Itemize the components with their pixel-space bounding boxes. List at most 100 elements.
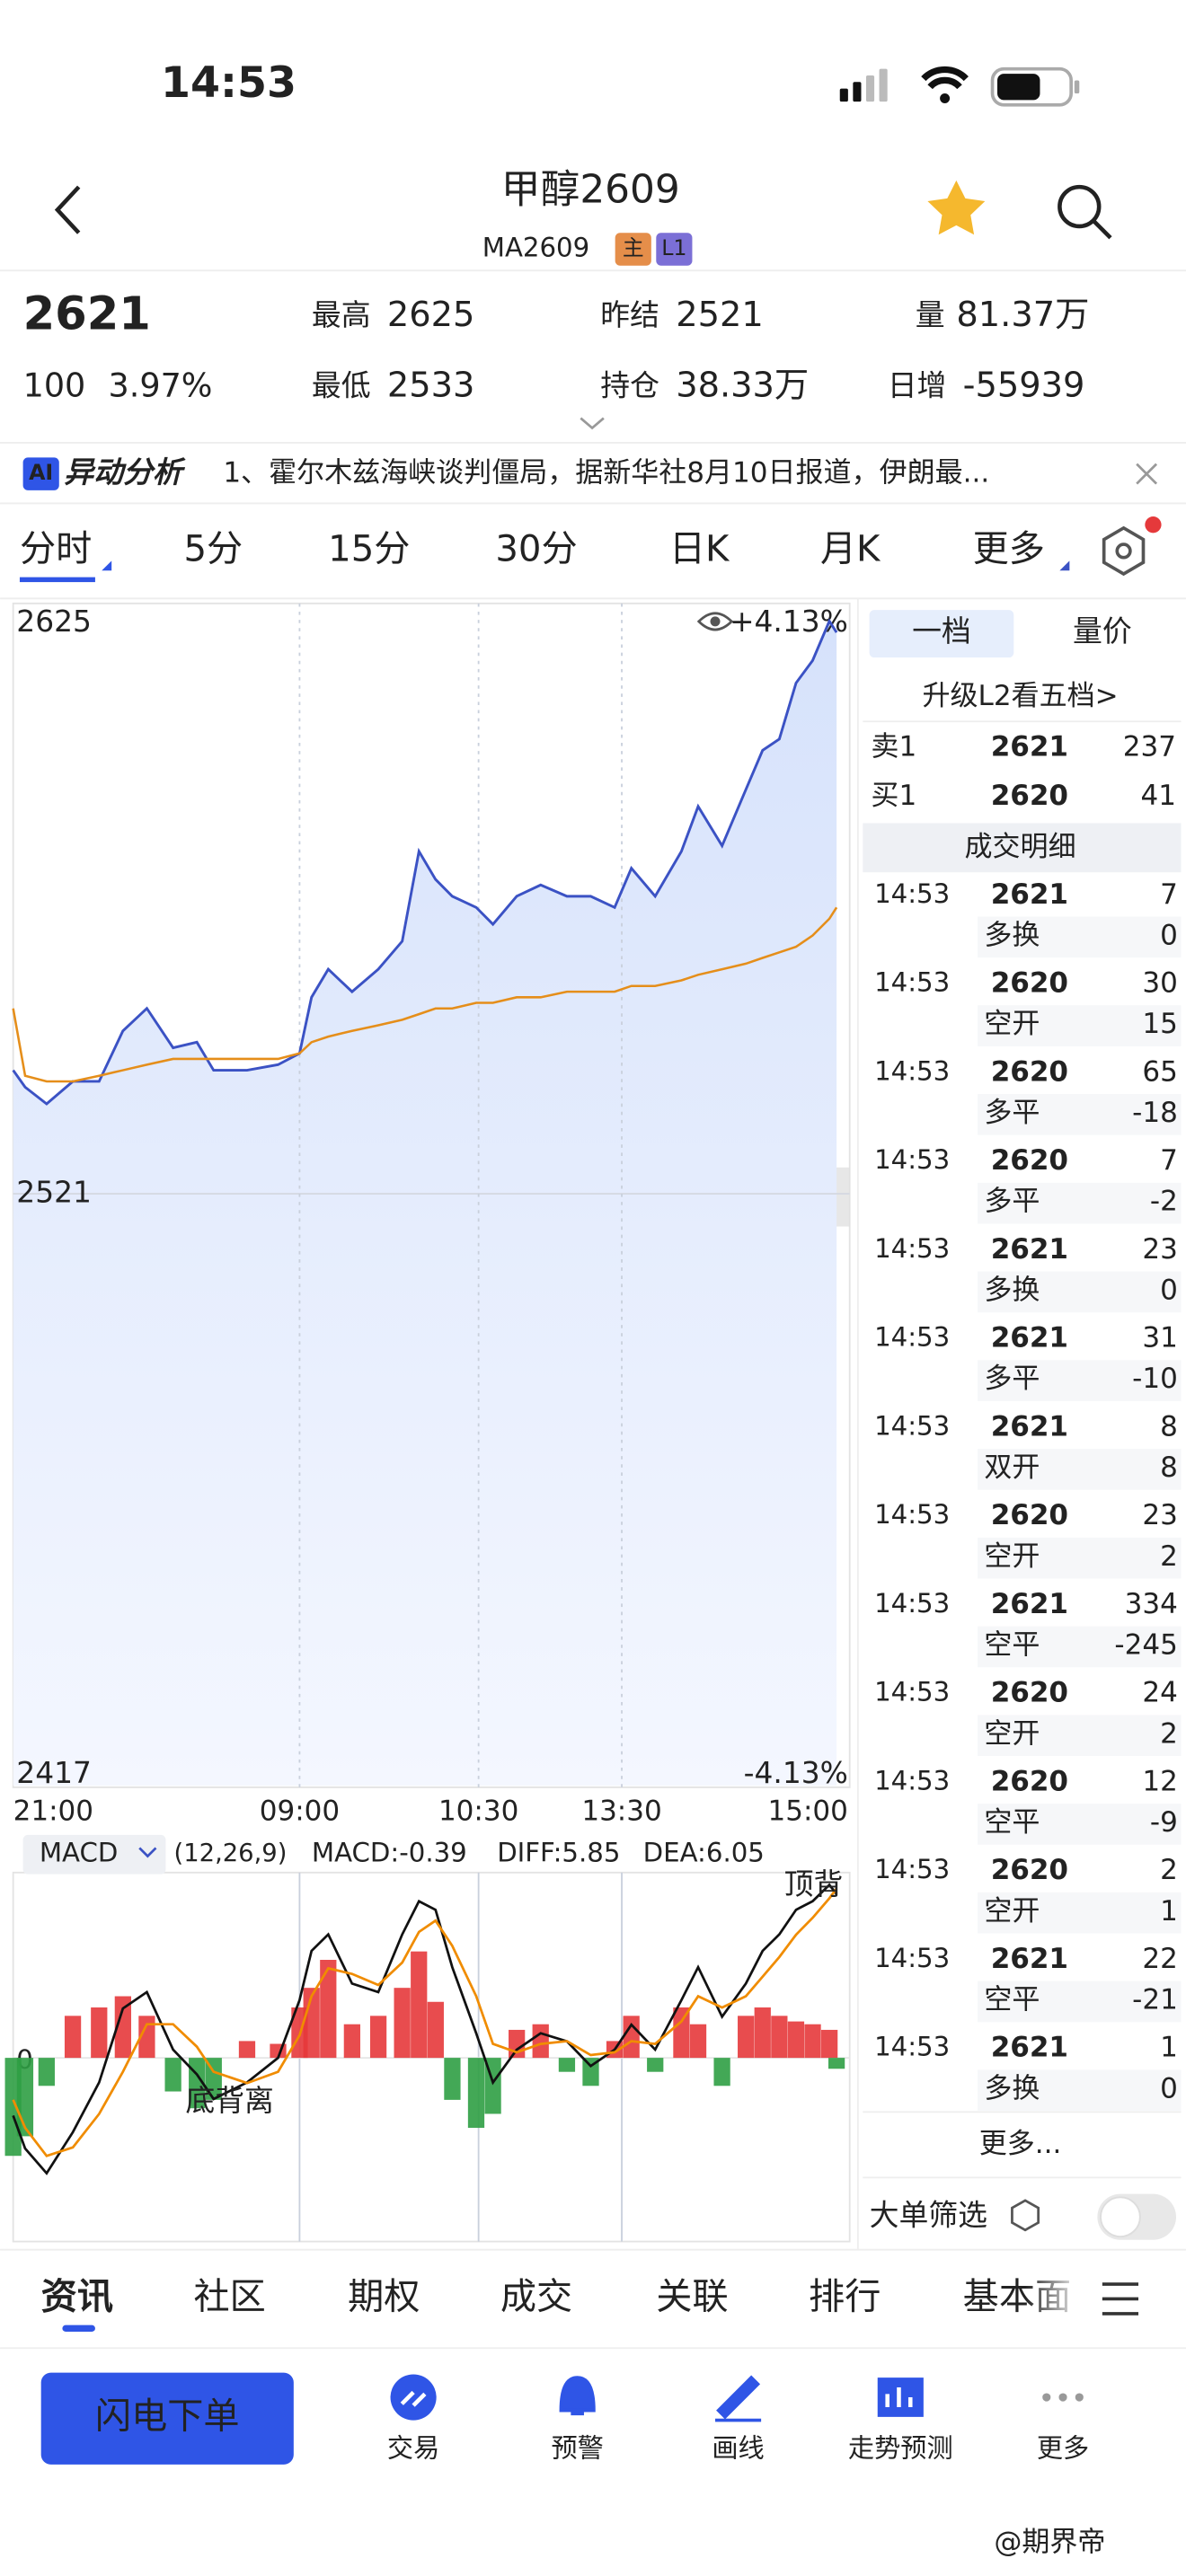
level-label: 买1 [871, 780, 916, 812]
action-label[interactable]: 交易 [387, 2432, 439, 2463]
action-label[interactable]: 更多 [1037, 2432, 1089, 2463]
trade-change: -21 [1132, 1984, 1178, 2016]
trade-time: 14:53 [874, 1588, 950, 1619]
tab-underline [62, 2325, 95, 2332]
trade-volume: 7 [1160, 878, 1178, 911]
macd-bar [164, 2058, 181, 2092]
trade-kind: 空平 [984, 1629, 1040, 1662]
trades-title: 成交明细 [965, 831, 1076, 863]
book-tab[interactable]: 一档 [912, 613, 971, 648]
action-label[interactable]: 画线 [712, 2432, 764, 2463]
bottom-tab[interactable]: 资讯 [41, 2276, 113, 2317]
trade-price: 2620 [991, 1499, 1068, 1531]
period-tab[interactable]: 15分 [328, 528, 410, 569]
macd-bar [754, 2007, 771, 2059]
trade-price: 2620 [991, 1677, 1068, 1709]
macd-bar [713, 2058, 730, 2086]
trade-price: 2621 [991, 1322, 1068, 1354]
period-tab[interactable]: 日K [669, 528, 730, 569]
level-label: 卖1 [871, 730, 916, 763]
trade-kind: 空开 [984, 1717, 1040, 1750]
level-volume: 41 [1141, 780, 1176, 812]
trade-change: 2 [1160, 1717, 1178, 1750]
close-news[interactable] [1136, 463, 1158, 485]
macd-bar [532, 2024, 549, 2059]
tab-caret [1059, 560, 1070, 571]
macd-bar [91, 2007, 108, 2059]
tab-underline [19, 577, 95, 583]
bottom-tab[interactable]: 期权 [348, 2276, 420, 2317]
x-tick-label: 13:30 [581, 1795, 661, 1827]
expand-arrow[interactable] [580, 417, 605, 430]
filter-settings[interactable] [1011, 2199, 1040, 2232]
upgrade-link[interactable]: 升级L2看五档> [923, 680, 1119, 712]
bottom-tab[interactable]: 关联 [656, 2276, 728, 2317]
dropdown-arrow [138, 1847, 157, 1858]
x-tick-label: 09:00 [260, 1795, 340, 1827]
trade-change: 0 [1160, 2072, 1178, 2104]
period-tab[interactable]: 更多 [973, 528, 1045, 569]
book-tab[interactable]: 量价 [1073, 613, 1132, 648]
macd-bar [467, 2058, 485, 2129]
stat-value: 2533 [387, 365, 475, 405]
macd-bar [303, 1988, 320, 2059]
more-link[interactable]: 更多... [979, 2128, 1062, 2160]
macd-bar [623, 2016, 640, 2059]
row-bg [978, 1271, 1182, 1313]
primary-button-label[interactable]: 闪电下单 [95, 2396, 240, 2438]
action-label[interactable]: 预警 [551, 2432, 603, 2463]
diff-line [12, 1883, 838, 2175]
favorite-star[interactable] [927, 180, 986, 235]
macd-bar [394, 1988, 411, 2059]
trade-volume: 30 [1142, 967, 1177, 1000]
period-tab[interactable]: 分时 [20, 528, 92, 569]
trade-kind: 多平 [984, 1097, 1040, 1129]
period-tab[interactable]: 月K [820, 528, 881, 569]
period-tab[interactable]: 5分 [184, 528, 243, 569]
trade-kind: 空平 [984, 1984, 1040, 2016]
trade-change: 0 [1160, 919, 1178, 951]
period-tab[interactable]: 30分 [495, 528, 577, 569]
macd-bar [343, 2024, 360, 2059]
macd-bar [673, 2007, 690, 2059]
title: 甲醇2609 [501, 167, 680, 213]
average-line [12, 906, 838, 1083]
bottom-tab[interactable]: 成交 [500, 2276, 572, 2317]
indicator-select[interactable] [22, 1834, 166, 1875]
action-label[interactable]: 走势预测 [848, 2432, 953, 2463]
toggle[interactable] [1097, 2193, 1176, 2240]
tab-caret [102, 560, 112, 571]
trade-kind: 双开 [984, 1451, 1040, 1484]
eye-icon[interactable] [696, 612, 734, 631]
news-text[interactable]: 1、霍尔木兹海峡谈判僵局，据新华社8月10日报道，伊朗最... [223, 457, 989, 490]
trade-kind: 空开 [984, 1540, 1040, 1573]
section-header-bg [863, 823, 1182, 873]
trade-volume: 2 [1160, 1854, 1178, 1886]
back-button[interactable] [54, 185, 81, 234]
x-tick-label: 21:00 [13, 1795, 93, 1827]
trade-price: 2621 [991, 1588, 1068, 1620]
settings-button[interactable] [1102, 516, 1162, 577]
macd-bar [689, 2024, 707, 2059]
search-button[interactable] [1058, 184, 1112, 240]
row-bg [978, 1981, 1182, 2023]
trade-price: 2621 [991, 878, 1068, 911]
trade-time: 14:53 [874, 878, 950, 909]
macd-bar [114, 1996, 131, 2059]
bottom-tab[interactable]: 排行 [809, 2276, 881, 2317]
menu-button[interactable] [1102, 2282, 1139, 2316]
bottom-tab[interactable]: 社区 [193, 2276, 265, 2317]
stat-label: 日增 [888, 367, 947, 402]
ai-badge [22, 457, 59, 490]
primary-button[interactable] [40, 2372, 294, 2465]
level-price: 2620 [991, 780, 1068, 812]
trade-time: 14:53 [874, 1322, 950, 1353]
macd-bar [582, 2058, 599, 2086]
trade-kind: 多平 [984, 1186, 1040, 1218]
trade-time: 14:53 [874, 1677, 950, 1707]
trade-change: 8 [1160, 1451, 1178, 1484]
badge-bg [656, 233, 693, 266]
row-bg [978, 1449, 1182, 1490]
row-bg [978, 916, 1182, 958]
